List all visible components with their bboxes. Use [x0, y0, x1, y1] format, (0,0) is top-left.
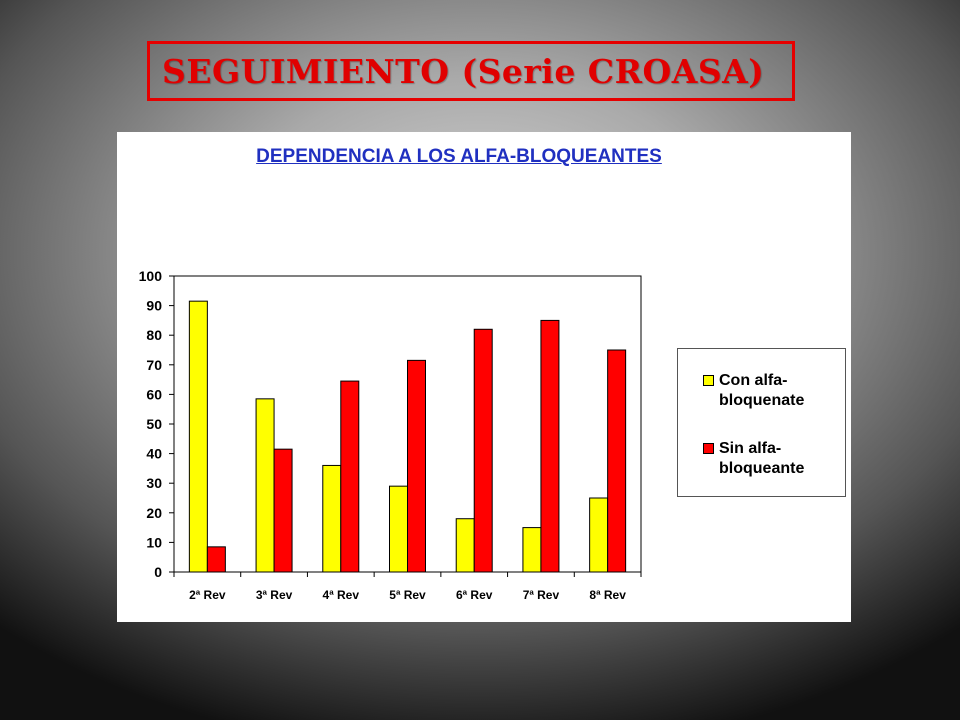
y-tick-label: 10	[146, 534, 162, 550]
legend-swatch-con	[703, 375, 714, 386]
y-tick-label: 80	[146, 327, 162, 343]
bar-sin-alfa	[607, 349, 627, 573]
y-tick-label: 100	[139, 268, 163, 284]
slide-title-box: SEGUIMIENTO (Serie CROASA)	[147, 41, 795, 101]
bar-sin-alfa	[540, 319, 560, 573]
x-tick-label: 2ª Rev	[189, 588, 226, 602]
bar-con-alfa	[255, 398, 275, 573]
bar-sin-alfa	[340, 380, 360, 573]
x-tick-label: 5ª Rev	[389, 588, 426, 602]
bar-con-alfa	[389, 485, 408, 573]
bar-chart: 0 10 20 30 40 50 60 70 80 90 100 2ª Rev 3ª Rev 4ª Rev…	[139, 268, 642, 602]
bar-sin-alfa	[206, 546, 226, 573]
bar-con-alfa	[188, 300, 208, 573]
y-tick-label: 70	[146, 357, 162, 373]
y-tick-label: 0	[154, 564, 162, 580]
x-tick-label: 8ª Rev	[589, 588, 626, 602]
legend-swatch-sin	[703, 443, 714, 454]
bar-con-alfa	[455, 518, 475, 573]
bar-con-alfa	[522, 527, 542, 573]
bar-sin-alfa	[407, 359, 426, 573]
y-tick-label: 30	[146, 475, 162, 491]
y-tick-label: 50	[146, 416, 162, 432]
legend-item-sin: Sin alfa-bloqueante	[703, 439, 834, 479]
legend-label-con: Con alfa-bloquenate	[719, 372, 805, 409]
slide-title: SEGUIMIENTO (Serie CROASA)	[162, 51, 765, 91]
bar-con-alfa	[589, 497, 609, 573]
bar-con-alfa	[322, 464, 342, 573]
bar-sin-alfa	[273, 448, 293, 573]
bar-sin-alfa	[473, 328, 493, 573]
y-tick-label: 40	[146, 446, 162, 462]
x-tick-label: 7ª Rev	[523, 588, 560, 602]
y-tick-label: 90	[146, 298, 162, 314]
y-tick-label: 20	[146, 505, 162, 521]
chart-panel: DEPENDENCIA A LOS ALFA-BLOQUEANTES 0 10 20…	[117, 132, 851, 622]
x-tick-label: 4ª Rev	[323, 588, 360, 602]
x-tick-label: 6ª Rev	[456, 588, 493, 602]
legend-item-con: Con alfa-bloquenate	[703, 371, 834, 411]
y-tick-label: 60	[146, 386, 162, 402]
legend-label-sin: Sin alfa-bloqueante	[719, 440, 805, 477]
chart-title: DEPENDENCIA A LOS ALFA-BLOQUEANTES	[256, 146, 662, 167]
chart-legend: Con alfa-bloquenate Sin alfa-bloqueante	[677, 348, 846, 497]
x-tick-label: 3ª Rev	[256, 588, 293, 602]
